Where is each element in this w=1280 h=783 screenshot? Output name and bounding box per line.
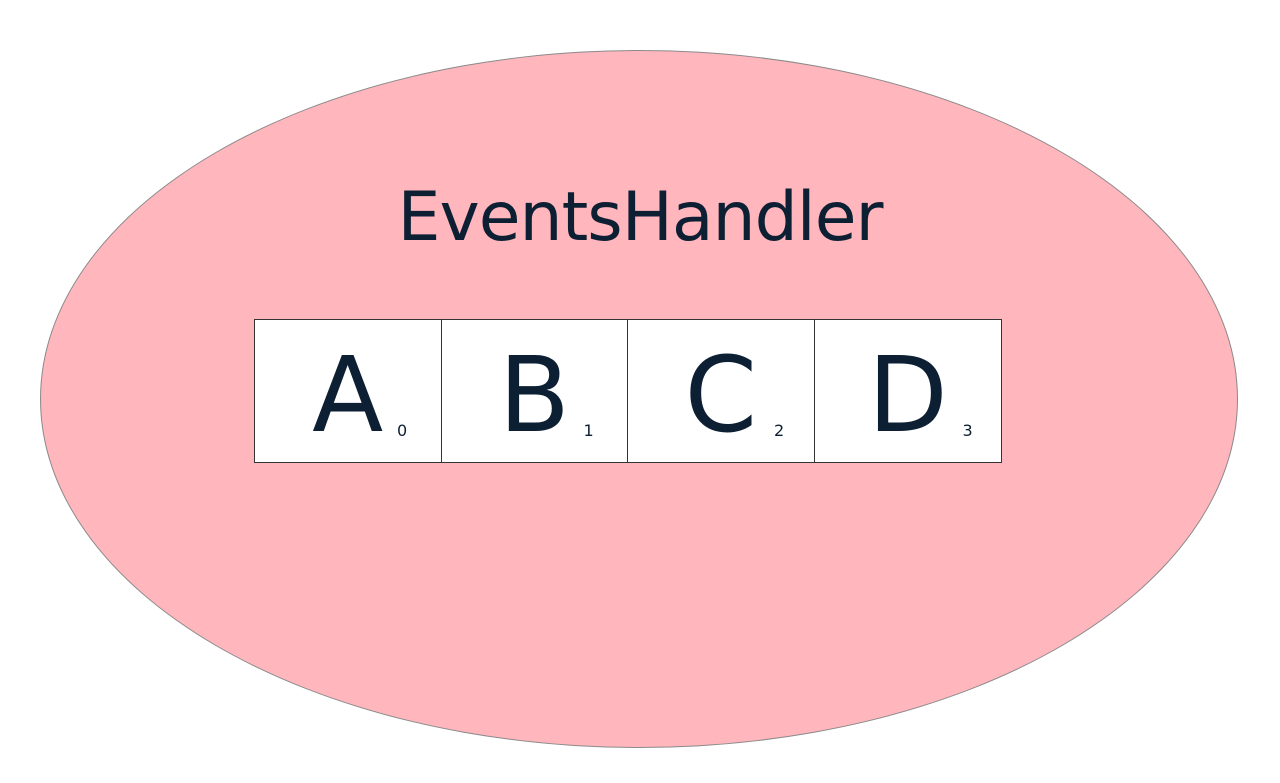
cell-index: 1 [583,421,594,440]
cell-index: 0 [397,421,408,440]
events-handler-title: EventsHandler [397,178,884,257]
cell-index: 3 [962,421,973,440]
cell-array: A 0 B 1 C 2 D 3 [254,319,1002,463]
cell-1: B 1 [441,320,628,462]
cell-3: D 3 [814,320,1001,462]
cell-letter: A [312,334,384,456]
cell-letter: B [498,334,570,456]
cell-letter: C [684,334,758,456]
cell-0: A 0 [255,320,442,462]
cell-index: 2 [774,421,785,440]
cell-letter: D [867,334,948,456]
cell-2: C 2 [628,320,815,462]
